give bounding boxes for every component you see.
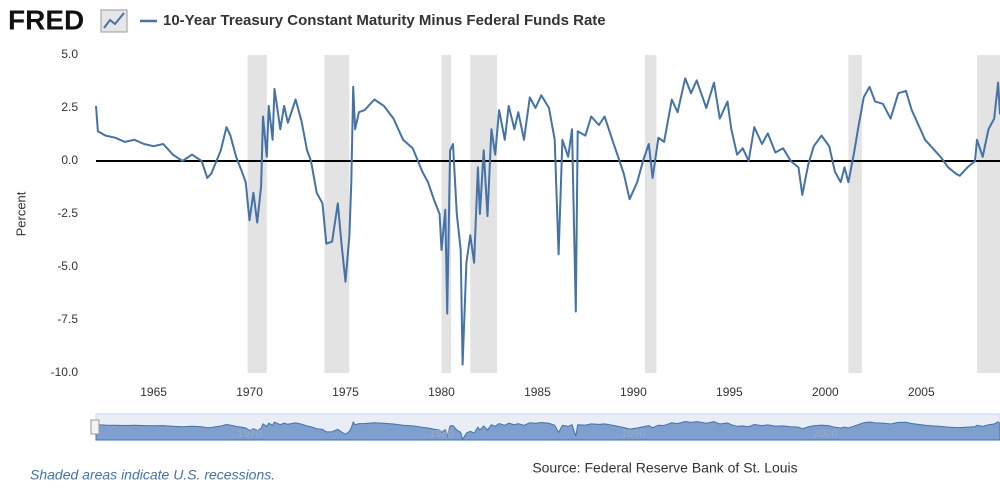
y-tick-label: 0.0 (61, 153, 78, 167)
navigator-tick-label: 1970 (237, 428, 261, 440)
logo: FRED (8, 4, 84, 35)
recession-band (848, 55, 862, 373)
recession-band (470, 55, 498, 373)
y-tick-label: 5.0 (61, 47, 78, 61)
x-tick-label: 2005 (908, 385, 935, 399)
x-tick-label: 1975 (332, 385, 359, 399)
navigator-tick-label: 1980 (429, 428, 453, 440)
recession-band (644, 55, 657, 373)
legend-label: 10-Year Treasury Constant Maturity Minus… (163, 12, 606, 29)
y-tick-label: 2.5 (61, 100, 78, 114)
navigator-area (95, 420, 1000, 441)
recession-band (976, 55, 1000, 373)
navigator-handle (90, 419, 100, 435)
series-line (95, 77, 1000, 366)
x-tick-label: 1965 (140, 385, 167, 399)
x-tick-label: 1995 (716, 385, 743, 399)
y-tick-label: -7.5 (57, 312, 78, 326)
y-tick-label: -10.0 (51, 365, 79, 379)
x-tick-label: 1970 (236, 385, 263, 399)
navigator-tick-label: 1990 (621, 428, 645, 440)
x-tick-label: 1980 (428, 385, 455, 399)
y-tick-label: -2.5 (57, 206, 78, 220)
y-axis-label: Percent (13, 191, 28, 236)
navigator-tick-label: 2000 (813, 428, 837, 440)
y-tick-label: -5.0 (57, 259, 78, 273)
source: Source: Federal Reserve Bank of St. Loui… (532, 460, 797, 476)
logo-icon (100, 9, 128, 33)
x-tick-label: 1990 (620, 385, 647, 399)
recession-note: Shaded areas indicate U.S. recessions. (30, 467, 275, 483)
x-tick-label: 1985 (524, 385, 551, 399)
x-tick-label: 2000 (812, 385, 839, 399)
